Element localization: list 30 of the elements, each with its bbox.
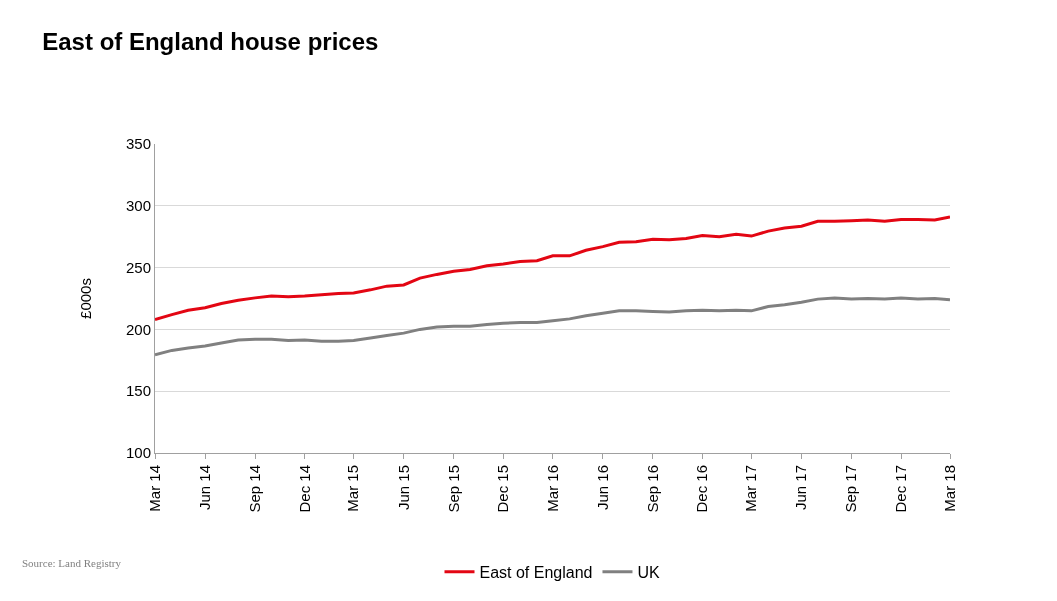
chart-title: East of England house prices [42,28,379,56]
x-tick-label: Sep 15 [444,465,462,513]
x-tick-label: Dec 17 [891,465,909,513]
x-tick-label: Jun 14 [195,465,213,511]
y-tick-label: 150 [125,382,151,400]
x-tick-label: Dec 15 [494,465,512,513]
y-axis-title: £000s [77,278,95,319]
x-tick-label: Mar 17 [742,465,760,512]
x-tick-label: Mar 18 [940,465,958,512]
y-tick-label: 200 [125,320,151,338]
x-tick-label: Jun 15 [394,465,412,511]
y-tick-label: 300 [125,197,151,215]
x-tick-label: Jun 17 [792,465,810,511]
line-series [155,296,950,357]
x-tick-label: Dec 14 [295,465,313,513]
y-tick-label: 350 [125,135,151,153]
x-tick-label: Mar 16 [543,465,561,512]
legend-label: UK [637,564,661,582]
x-tick-label: Dec 16 [693,465,711,513]
y-tick-label: 250 [125,258,151,276]
x-tick-label: Sep 17 [842,465,860,513]
x-tick-label: Mar 14 [145,465,163,512]
x-tick-label: Sep 16 [643,465,661,513]
y-tick-label: 100 [125,444,151,462]
x-tick-label: Jun 16 [593,465,611,511]
line-series [155,215,950,322]
x-tick-label: Mar 15 [344,465,362,512]
x-tick-label: Sep 14 [245,465,263,513]
legend-label: East of England [479,564,593,582]
source-note: Source: Land Registry [22,557,122,569]
